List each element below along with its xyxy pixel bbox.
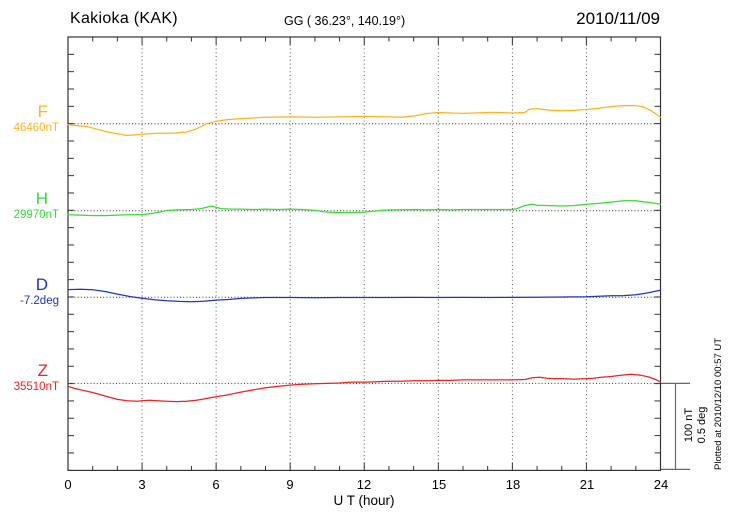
- plot-frame: [67, 36, 662, 471]
- x-tick-label-0: 0: [64, 477, 72, 492]
- scale-label-nt: 100 nT: [683, 407, 695, 443]
- channel-letter-Z: Z: [37, 361, 48, 380]
- x-tick-label-18: 18: [505, 477, 521, 492]
- channel-basevalue-Z: 35510nT: [13, 381, 59, 393]
- amplitude-scale-labels: 100 nT 0.5 deg: [683, 380, 709, 470]
- trace-F: [67, 104, 662, 137]
- x-tick-label-9: 9: [286, 477, 294, 492]
- channel-basevalue-D: -7.2deg: [19, 295, 59, 307]
- channel-basevalue-H: 29970nT: [13, 209, 59, 221]
- x-tick-label-15: 15: [431, 477, 447, 492]
- channel-label-F: F 46460nT: [0, 103, 62, 135]
- x-tick-label-6: 6: [212, 477, 220, 492]
- station-title: Kakioka (KAK): [70, 10, 178, 27]
- scale-label-deg: 0.5 deg: [695, 406, 708, 444]
- channel-letter-F: F: [37, 102, 48, 121]
- trace-H: [67, 200, 662, 217]
- channel-label-D: D -7.2deg: [0, 276, 62, 308]
- plot-date: 2010/11/09: [576, 9, 660, 28]
- trace-D: [67, 288, 662, 303]
- x-tick-label-12: 12: [356, 477, 372, 492]
- x-tick-label-24: 24: [653, 477, 669, 492]
- trace-Z: [67, 373, 662, 403]
- channel-letter-D: D: [35, 275, 48, 294]
- observatory-coordinates: GG ( 36.23°, 140.19°): [284, 14, 406, 28]
- plotted-timestamp: Plotted at 2010/12/10 00:57 UT: [713, 337, 724, 470]
- x-tick-label-21: 21: [579, 477, 595, 492]
- channel-letter-H: H: [35, 189, 48, 208]
- channel-label-Z: Z 35510nT: [0, 362, 62, 394]
- x-tick-label-3: 3: [138, 477, 146, 492]
- x-axis-title: U T (hour): [333, 493, 395, 508]
- channel-basevalue-F: 46460nT: [13, 122, 59, 134]
- channel-label-H: H 29970nT: [0, 190, 62, 222]
